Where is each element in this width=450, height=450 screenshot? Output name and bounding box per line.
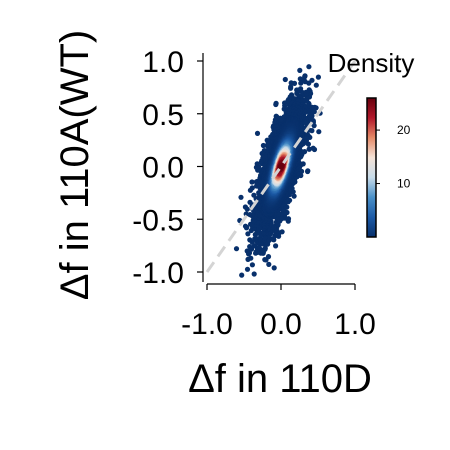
scatter-point [310,145,316,151]
scatter-point [244,266,251,272]
x-ticks: -1.0 0.0 1.0 [181,284,376,341]
scatter-point [244,206,250,212]
scatter-point [249,262,255,268]
scatter-point [316,129,322,135]
scatter-point [302,79,308,85]
y-tick-label: -0.5 [132,204,184,237]
y-tick-label: 0.0 [142,152,184,185]
scatter-point [291,80,298,86]
scatter-point [288,85,294,91]
scatter-point [239,272,245,278]
scatter-point [313,82,319,88]
scatter-point [291,193,297,199]
x-tick-label: 0.0 [260,308,302,341]
colorbar-title: Density [328,48,415,78]
scatter-point [254,130,261,136]
colorbar-tick-label: 10 [397,177,411,191]
scatter-point [273,243,279,249]
scatter-point [245,231,251,237]
y-tick-label: -1.0 [132,257,184,290]
scatter-point [305,168,311,175]
scatter-point [271,265,277,271]
x-tick-label: 1.0 [334,308,376,341]
scatter-point [233,246,240,252]
scatter-point [244,224,250,230]
scatter-point [262,257,268,263]
colorbar-ticks: 10 20 [376,123,411,191]
scatter-point [249,185,255,191]
scatter-point [260,142,266,149]
scatter-point [306,64,312,70]
y-ticks: -1.0 -0.5 0.0 0.5 1.0 [132,46,203,290]
scatter-point [265,254,272,260]
y-tick-label: 0.5 [142,99,184,132]
scatter-point [251,271,257,277]
scatter-point [249,179,255,185]
colorbar-tick-label: 20 [397,123,411,137]
scatter-point [246,250,253,256]
y-tick-label: 1.0 [142,46,184,79]
colorbar: Density 10 20 [328,48,415,238]
scatter-point [256,244,262,251]
y-axis-label: Δf in 110A(WT) [53,30,97,300]
scatter-point [298,80,304,86]
scatter-points [233,64,323,278]
scatter-point [306,146,312,152]
scatter-point [251,243,258,249]
scatter-point [238,194,244,200]
scatter-point [297,67,303,73]
reference-diagonal-line [205,60,357,273]
scatter-point [248,255,254,261]
colorbar-gradient [366,97,377,238]
scatter-point [278,163,284,169]
scatter-point [315,74,321,80]
x-tick-label: -1.0 [181,308,233,341]
scatter-point [266,261,272,267]
scatter-point [282,76,288,83]
scatter-point [273,101,279,108]
x-axis-label: Δf in 110D [188,357,372,401]
